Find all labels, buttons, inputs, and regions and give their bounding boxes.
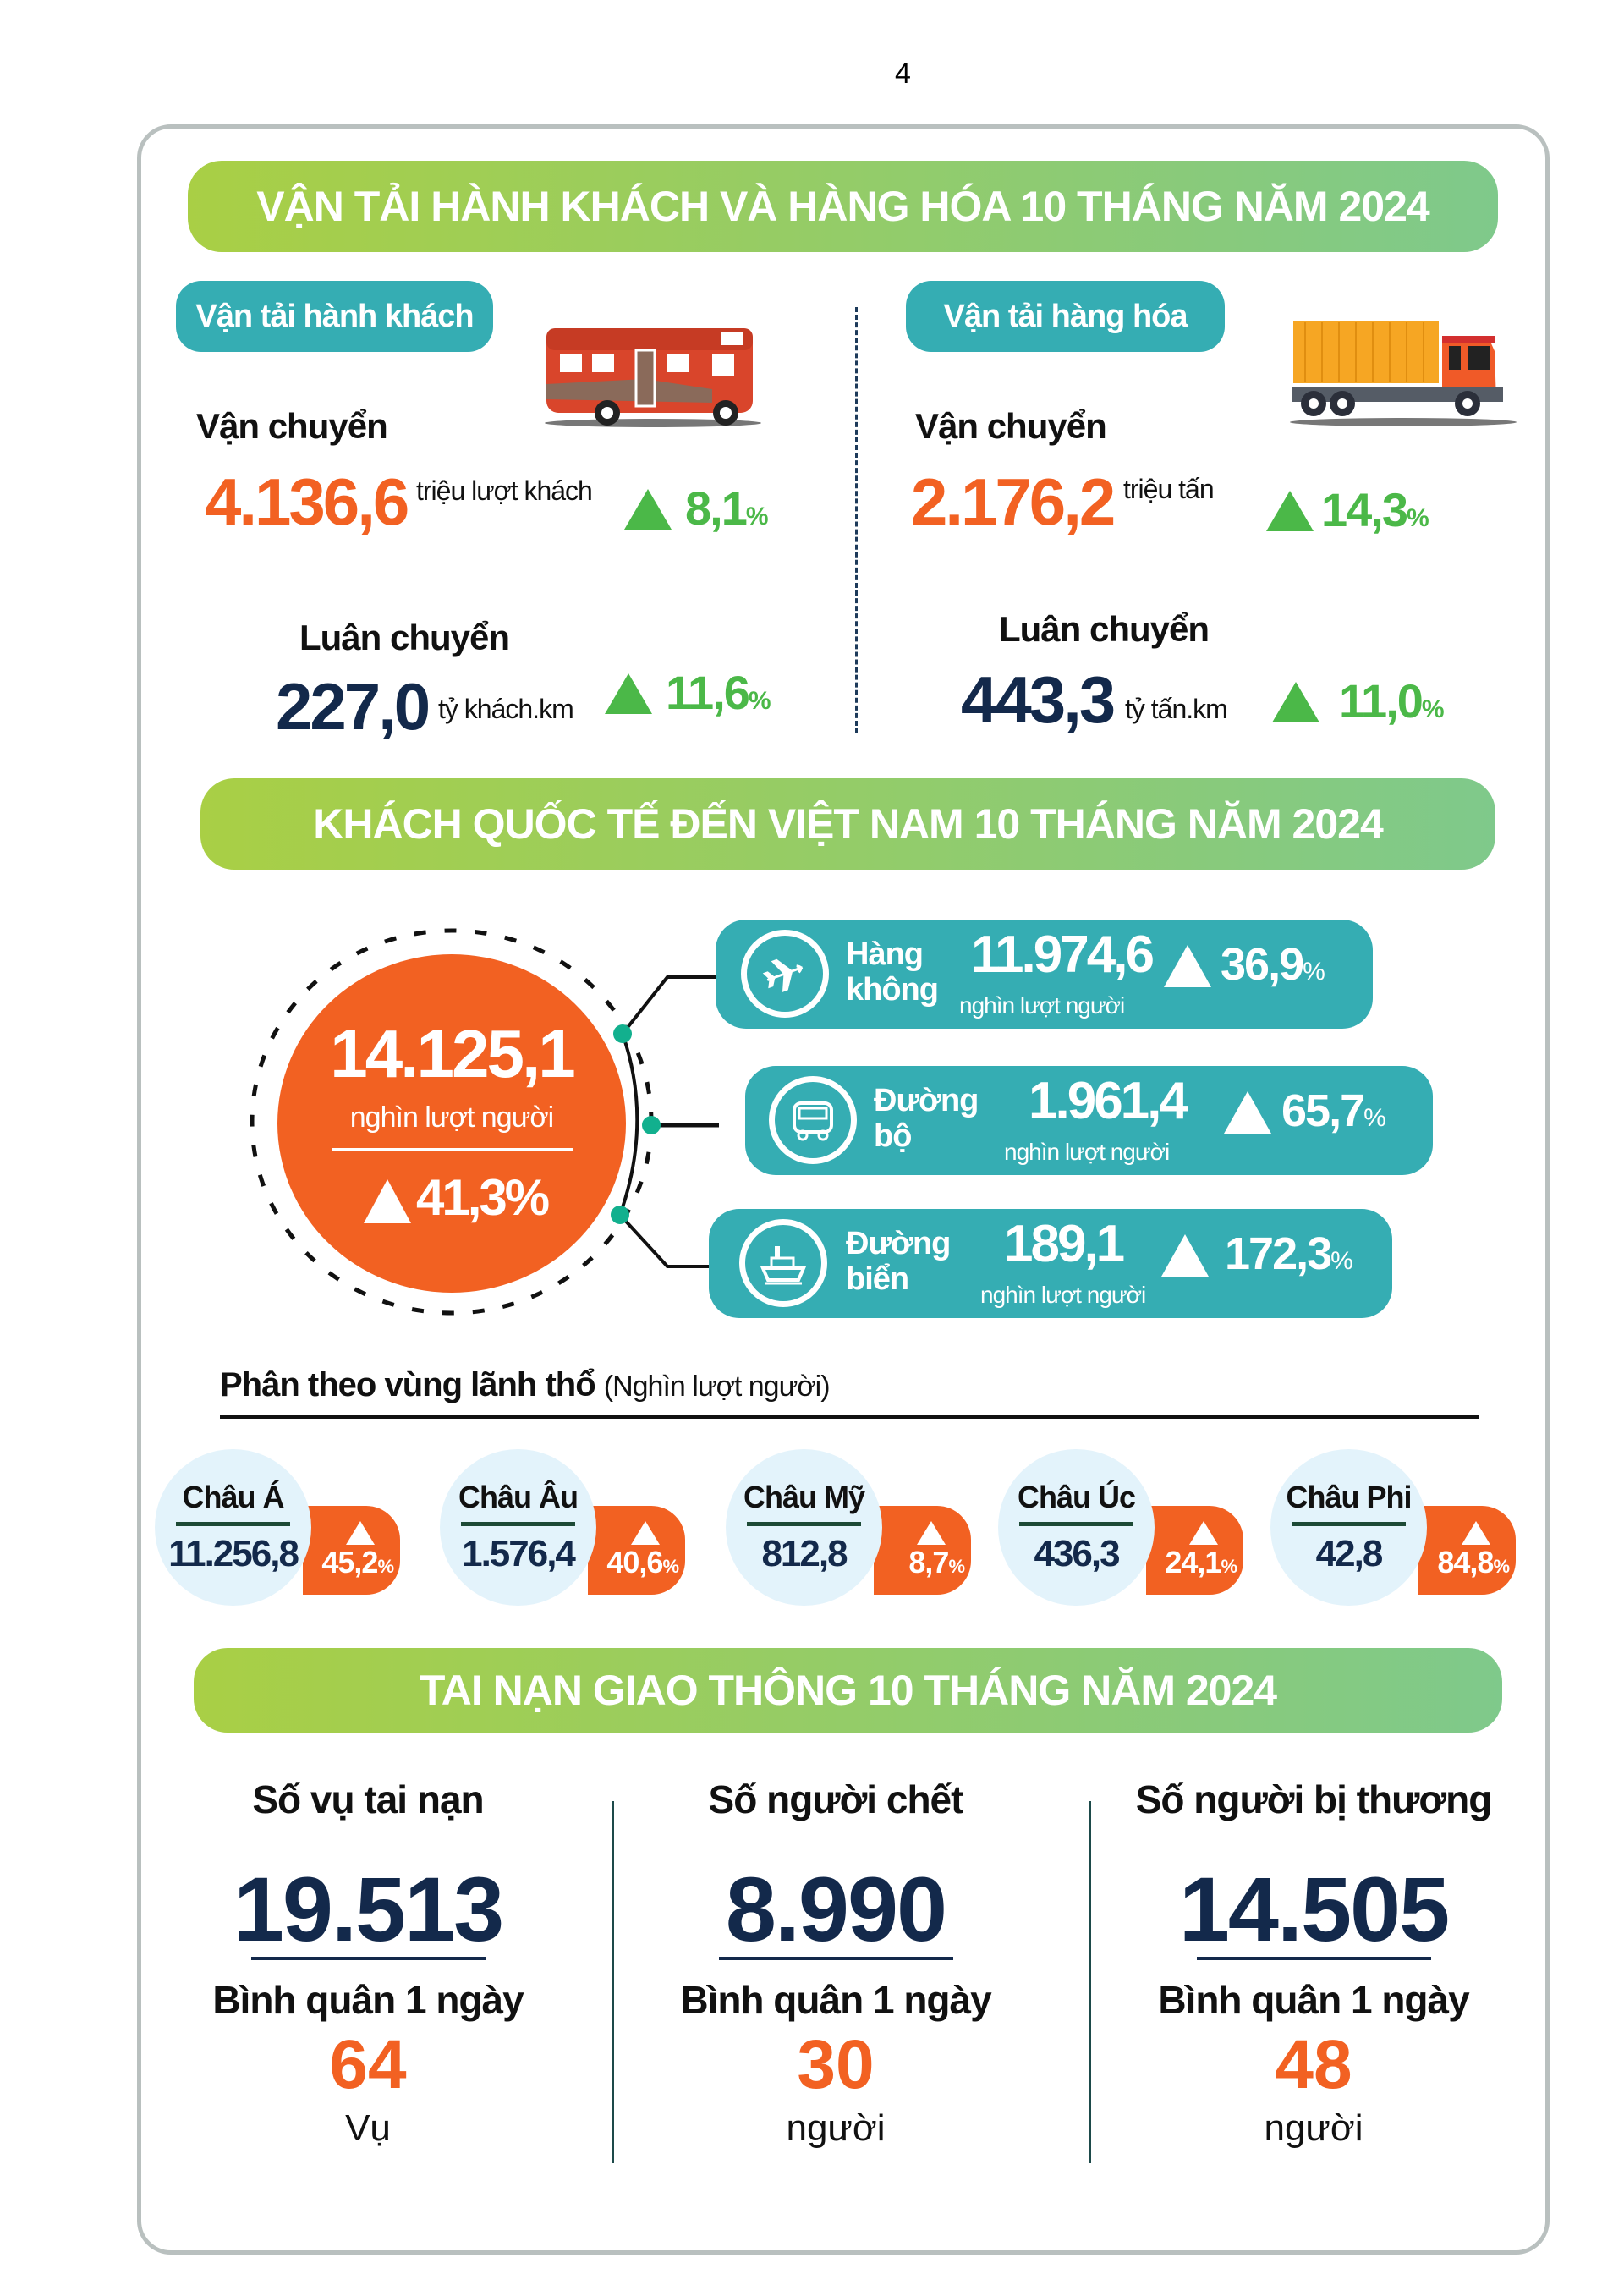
section-banner-transport: VẬN TẢI HÀNH KHÁCH VÀ HÀNG HÓA 10 THÁNG … <box>188 161 1498 252</box>
up-triangle-icon <box>631 1520 660 1545</box>
passenger-rotation-change: 11,6% <box>666 666 771 719</box>
passenger-transport-value: 4.136,6 <box>205 464 409 539</box>
freight-transport-tag: Vận tải hàng hóa <box>906 281 1225 352</box>
region-badge: Châu Phi 42,8 <box>1270 1449 1427 1606</box>
passenger-rotation-label: Luân chuyển <box>299 618 510 657</box>
freight-rotation-unit: tỷ tấn.km <box>1125 694 1228 724</box>
mode-value: 11.974,6 <box>971 926 1155 984</box>
up-triangle-icon <box>346 1520 375 1545</box>
region-change-tab: 40,6% <box>588 1506 685 1595</box>
total-visitors-value: 14.125,1 <box>330 1016 575 1091</box>
divider <box>718 1957 953 1960</box>
bus-illustration <box>545 328 761 427</box>
divider <box>1019 1522 1133 1526</box>
region-change-tab: 8,7% <box>874 1506 971 1595</box>
visitor-mode-card: Đường biển 189,1 nghìn lượt người 172,3% <box>709 1209 1392 1318</box>
visitor-mode-card: Đường bộ 1.961,4 nghìn lượt người 65,7% <box>745 1066 1433 1175</box>
divider <box>250 1957 486 1960</box>
freight-rotation-change: 11,0% <box>1339 674 1445 728</box>
up-triangle-icon <box>624 489 672 530</box>
up-triangle-icon <box>1164 945 1211 987</box>
mode-value: 1.961,4 <box>1029 1072 1188 1130</box>
freight-rotation-value: 443,3 <box>961 662 1116 737</box>
mode-value: 189,1 <box>1004 1215 1125 1273</box>
passenger-transport-unit: triệu lượt khách <box>416 475 593 506</box>
column-divider <box>1089 1801 1091 2163</box>
column-divider <box>612 1801 614 2163</box>
up-triangle-icon <box>1161 1234 1209 1277</box>
freight-transport-label: Vận chuyển <box>915 406 1107 446</box>
mode-name: Hàng không <box>846 937 939 1008</box>
passenger-transport-change: 8,1% <box>685 481 769 535</box>
region-badge: Châu Âu 1.576,4 <box>440 1449 596 1606</box>
mode-name: Đường biển <box>846 1226 951 1297</box>
mode-unit: nghìn lượt người <box>980 1282 1146 1308</box>
section-banner-international-visitors: KHÁCH QUỐC TẾ ĐẾN VIỆT NAM 10 THÁNG NĂM … <box>200 778 1495 870</box>
section-banner-traffic-accidents: TAI NẠN GIAO THÔNG 10 THÁNG NĂM 2024 <box>194 1648 1502 1733</box>
divider <box>1196 1957 1431 1960</box>
up-triangle-icon <box>1189 1520 1218 1545</box>
region-heading: Phân theo vùng lãnh thổ (Nghìn lượt ngườ… <box>220 1366 831 1403</box>
up-triangle-icon <box>917 1520 946 1545</box>
accident-stat-column: Số người chết 8.990 Bình quân 1 ngày 30 … <box>680 1777 991 2149</box>
up-triangle-icon <box>1224 1091 1271 1134</box>
up-triangle-icon <box>605 673 652 714</box>
mode-unit: nghìn lượt người <box>1004 1139 1170 1165</box>
region-badge: Châu Úc 436,3 <box>998 1449 1155 1606</box>
passenger-transport-label: Vận chuyển <box>196 406 388 446</box>
accident-stat-column: Số người bị thương 14.505 Bình quân 1 ng… <box>1135 1777 1493 2149</box>
up-triangle-icon <box>1266 491 1314 531</box>
divider <box>747 1522 861 1526</box>
ship-icon <box>739 1219 827 1307</box>
region-heading-underline <box>220 1415 1479 1419</box>
region-change-tab: 24,1% <box>1146 1506 1243 1595</box>
total-visitors-connector <box>250 928 719 1316</box>
freight-transport-unit: triệu tấn <box>1123 474 1215 504</box>
page-number: 4 <box>895 58 911 90</box>
mode-change: 65,7% <box>1281 1085 1386 1136</box>
up-triangle-icon <box>364 1179 411 1223</box>
truck-illustration <box>1290 321 1517 426</box>
mode-change: 36,9% <box>1221 939 1325 990</box>
region-change-tab: 45,2% <box>303 1506 400 1595</box>
accident-stat-column: Số vụ tai nạn 19.513 Bình quân 1 ngày 64… <box>212 1777 524 2149</box>
up-triangle-icon <box>1272 682 1320 722</box>
divider <box>176 1522 290 1526</box>
freight-transport-value: 2.176,2 <box>911 464 1116 539</box>
passenger-transport-tag: Vận tải hành khách <box>176 281 493 352</box>
region-change-tab: 84,8% <box>1418 1506 1516 1595</box>
infographic-frame <box>137 124 1550 2255</box>
column-divider <box>855 307 858 733</box>
divider <box>1292 1522 1406 1526</box>
passenger-rotation-unit: tỷ khách.km <box>438 694 574 724</box>
mode-name: Đường bộ <box>874 1083 979 1154</box>
up-triangle-icon <box>1462 1520 1490 1545</box>
passenger-rotation-value: 227,0 <box>276 669 431 744</box>
mode-unit: nghìn lượt người <box>959 992 1125 1019</box>
divider <box>461 1522 575 1526</box>
divider <box>332 1148 573 1151</box>
visitor-mode-card: Hàng không 11.974,6 nghìn lượt người 36,9… <box>716 920 1373 1029</box>
bus-icon <box>769 1076 857 1164</box>
total-visitors-circle <box>277 954 626 1293</box>
total-visitors-change: 41,3% <box>364 1173 550 1223</box>
region-badge: Châu Mỹ 812,8 <box>726 1449 882 1606</box>
mode-change: 172,3% <box>1225 1228 1353 1279</box>
freight-rotation-label: Luân chuyển <box>999 609 1210 649</box>
airplane-icon <box>741 930 829 1018</box>
freight-transport-change: 14,3% <box>1321 483 1429 536</box>
total-visitors-unit: nghìn lượt người <box>349 1101 554 1134</box>
region-badge: Châu Á 11.256,8 <box>155 1449 311 1606</box>
